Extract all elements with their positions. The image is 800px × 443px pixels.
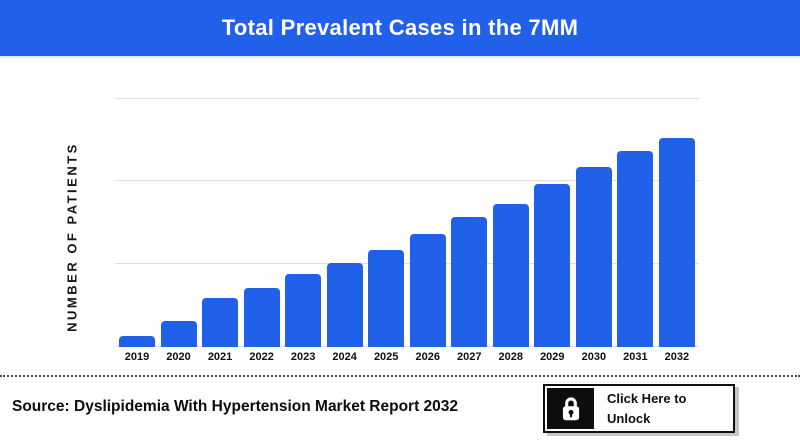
x-tick-2031: 2031: [623, 351, 648, 363]
x-tick-2027: 2027: [457, 351, 482, 363]
bar-column-2031: [617, 150, 654, 347]
x-tick-2026: 2026: [415, 351, 440, 363]
bar-2023: [285, 274, 322, 347]
unlock-button-label: Click Here to Unlock: [594, 388, 686, 429]
bar-2032: [658, 138, 695, 347]
unlock-button[interactable]: Click Here to Unlock: [543, 384, 735, 433]
y-axis-label: NUMBER OF PATIENTS: [64, 142, 80, 332]
baseline-gridline: [115, 346, 699, 347]
unlock-label-line2: Unlock: [607, 410, 651, 426]
lock-icon: [547, 388, 594, 429]
bar-column-2032: [658, 138, 695, 347]
x-tick-2022: 2022: [249, 351, 274, 363]
bar-2021: [202, 297, 239, 347]
x-tick-2023: 2023: [290, 351, 316, 363]
x-labels-row: 2019 2020 2021 2022 2023 2024 2025 2026 2027 2028…: [117, 351, 697, 363]
x-tick-2021: 2021: [207, 351, 233, 363]
unlock-label-line1: Click Here to: [607, 391, 687, 406]
bars-row: [117, 89, 697, 347]
bar-column-2021: [202, 297, 239, 347]
bar-2030: [575, 167, 612, 347]
bar-column-2020: [160, 320, 197, 347]
bar-2025: [368, 250, 405, 347]
bar-2019: [119, 336, 155, 347]
gridline: [115, 263, 699, 264]
bar-column-2022: [243, 288, 280, 347]
bar-column-2024: [326, 263, 363, 347]
x-tick-2024: 2024: [332, 351, 357, 363]
bar-2028: [492, 204, 529, 347]
bar-column-2028: [492, 204, 529, 347]
gridline: [115, 180, 699, 181]
bar-column-2026: [409, 233, 446, 347]
gridline: [115, 98, 699, 99]
footer-bar: Source: Dyslipidemia With Hypertension M…: [0, 375, 800, 443]
bar-column-2030: [575, 167, 612, 347]
bar-2031: [617, 150, 654, 347]
x-tick-2029: 2029: [540, 351, 565, 363]
bar-column-2019: [119, 336, 155, 347]
bar-chart: NUMBER OF PATIENTS 2019 2020 2021 2022 2023 2…: [0, 58, 800, 375]
x-tick-2030: 2030: [581, 351, 607, 363]
x-tick-2025: 2025: [373, 351, 399, 363]
x-tick-2020: 2020: [166, 351, 191, 363]
x-tick-2032: 2032: [664, 351, 690, 363]
bar-2026: [409, 233, 446, 347]
chart-title: Total Prevalent Cases in the 7MM: [221, 15, 579, 40]
x-tick-2028: 2028: [498, 351, 524, 363]
bar-2024: [326, 263, 363, 347]
bar-2020: [160, 320, 197, 347]
bar-column-2029: [534, 184, 571, 347]
source-note: Source: Dyslipidemia With Hypertension M…: [12, 398, 459, 415]
bar-column-2023: [285, 274, 322, 347]
bar-column-2027: [451, 217, 488, 347]
bar-2027: [451, 217, 488, 347]
bar-column-2025: [368, 250, 405, 347]
x-tick-2019: 2019: [124, 351, 150, 363]
title-banner: Total Prevalent Cases in the 7MM: [0, 0, 800, 58]
bar-2022: [243, 288, 280, 347]
plot-area: [115, 89, 699, 347]
bar-2029: [534, 184, 571, 347]
